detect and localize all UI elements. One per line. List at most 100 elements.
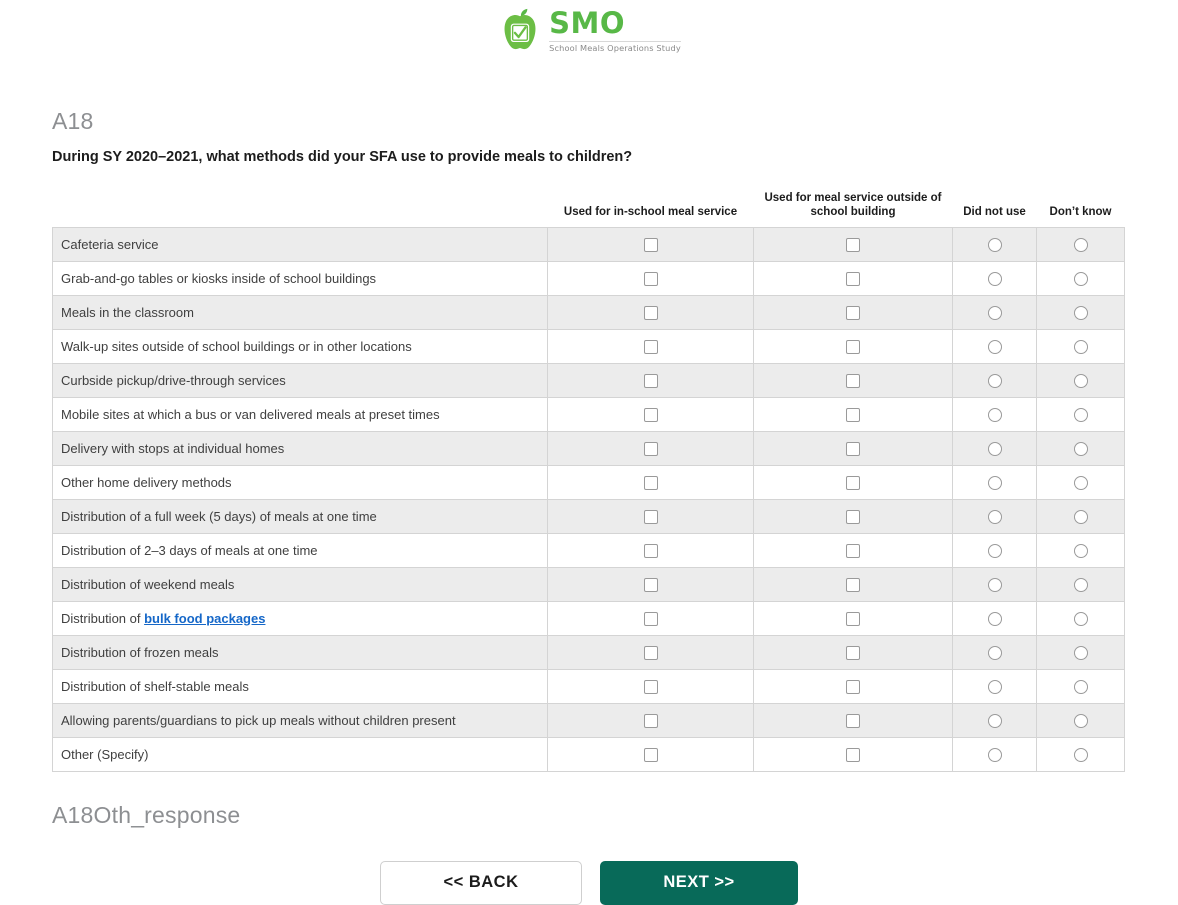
cell-outside_school[interactable] [753,532,953,568]
cell-in_school[interactable] [547,634,754,670]
radio-did_not_use[interactable] [987,646,1002,661]
checkbox-in_school[interactable] [643,272,658,287]
radio-dont_know[interactable] [1073,442,1088,457]
radio-dont_know[interactable] [1073,374,1088,389]
checkbox-outside_school[interactable] [846,340,860,355]
cell-did_not_use[interactable] [952,396,1037,432]
cell-dont_know[interactable] [1036,498,1125,534]
cell-dont_know[interactable] [1036,668,1125,704]
cell-in_school[interactable] [547,328,754,364]
radio-dont_know[interactable] [1073,646,1088,661]
checkbox-in_school[interactable] [643,714,658,729]
cell-dont_know[interactable] [1036,736,1125,772]
bulk-food-packages-link[interactable]: bulk food packages [144,610,266,626]
checkbox-outside_school[interactable] [846,238,860,253]
checkbox-outside_school[interactable] [846,476,860,491]
radio-did_not_use[interactable] [987,238,1002,253]
cell-outside_school[interactable] [753,226,953,262]
cell-outside_school[interactable] [753,396,953,432]
cell-did_not_use[interactable] [952,634,1037,670]
radio-dont_know[interactable] [1073,748,1088,763]
cell-did_not_use[interactable] [952,328,1037,364]
cell-did_not_use[interactable] [952,226,1037,262]
cell-did_not_use[interactable] [952,702,1037,738]
radio-did_not_use[interactable] [987,748,1002,763]
cell-dont_know[interactable] [1036,260,1125,296]
cell-did_not_use[interactable] [952,566,1037,602]
cell-dont_know[interactable] [1036,294,1125,330]
radio-did_not_use[interactable] [987,374,1002,389]
cell-dont_know[interactable] [1036,328,1125,364]
radio-did_not_use[interactable] [987,680,1002,695]
cell-dont_know[interactable] [1036,702,1125,738]
cell-did_not_use[interactable] [952,532,1037,568]
cell-in_school[interactable] [547,736,754,772]
checkbox-in_school[interactable] [643,612,658,627]
cell-did_not_use[interactable] [952,294,1037,330]
cell-dont_know[interactable] [1036,532,1125,568]
checkbox-in_school[interactable] [643,442,658,457]
cell-dont_know[interactable] [1036,396,1125,432]
radio-dont_know[interactable] [1073,408,1088,423]
checkbox-in_school[interactable] [643,306,658,321]
cell-did_not_use[interactable] [952,498,1037,534]
radio-did_not_use[interactable] [987,476,1002,491]
cell-in_school[interactable] [547,260,754,296]
radio-dont_know[interactable] [1073,272,1088,287]
checkbox-in_school[interactable] [643,476,658,491]
checkbox-outside_school[interactable] [846,408,860,423]
cell-outside_school[interactable] [753,498,953,534]
radio-dont_know[interactable] [1073,510,1088,525]
checkbox-in_school[interactable] [643,238,658,253]
cell-outside_school[interactable] [753,634,953,670]
checkbox-outside_school[interactable] [846,748,860,763]
cell-dont_know[interactable] [1036,600,1125,636]
cell-in_school[interactable] [547,498,754,534]
cell-did_not_use[interactable] [952,600,1037,636]
cell-in_school[interactable] [547,226,754,262]
checkbox-outside_school[interactable] [846,714,860,729]
cell-in_school[interactable] [547,532,754,568]
checkbox-outside_school[interactable] [846,680,860,695]
radio-dont_know[interactable] [1073,340,1088,355]
checkbox-outside_school[interactable] [846,612,860,627]
cell-outside_school[interactable] [753,600,953,636]
checkbox-outside_school[interactable] [846,306,860,321]
cell-dont_know[interactable] [1036,634,1125,670]
checkbox-in_school[interactable] [643,578,658,593]
cell-outside_school[interactable] [753,702,953,738]
checkbox-in_school[interactable] [643,340,658,355]
cell-outside_school[interactable] [753,736,953,772]
checkbox-in_school[interactable] [643,646,658,661]
cell-dont_know[interactable] [1036,226,1125,262]
checkbox-outside_school[interactable] [846,544,860,559]
radio-did_not_use[interactable] [987,442,1002,457]
checkbox-in_school[interactable] [643,544,658,559]
cell-in_school[interactable] [547,294,754,330]
cell-did_not_use[interactable] [952,260,1037,296]
checkbox-in_school[interactable] [643,374,658,389]
checkbox-outside_school[interactable] [846,272,860,287]
radio-did_not_use[interactable] [987,578,1002,593]
checkbox-outside_school[interactable] [846,374,860,389]
cell-in_school[interactable] [547,668,754,704]
cell-did_not_use[interactable] [952,464,1037,500]
checkbox-outside_school[interactable] [846,578,860,593]
cell-did_not_use[interactable] [952,736,1037,772]
checkbox-outside_school[interactable] [846,646,860,661]
radio-dont_know[interactable] [1073,476,1088,491]
cell-dont_know[interactable] [1036,362,1125,398]
radio-dont_know[interactable] [1073,306,1088,321]
cell-in_school[interactable] [547,600,754,636]
cell-outside_school[interactable] [753,464,953,500]
cell-in_school[interactable] [547,566,754,602]
cell-did_not_use[interactable] [952,430,1037,466]
back-button[interactable]: << BACK [380,860,582,905]
radio-did_not_use[interactable] [987,408,1002,423]
cell-outside_school[interactable] [753,260,953,296]
radio-did_not_use[interactable] [987,714,1002,729]
checkbox-outside_school[interactable] [846,442,860,457]
radio-dont_know[interactable] [1073,714,1088,729]
radio-dont_know[interactable] [1073,680,1088,695]
cell-did_not_use[interactable] [952,668,1037,704]
